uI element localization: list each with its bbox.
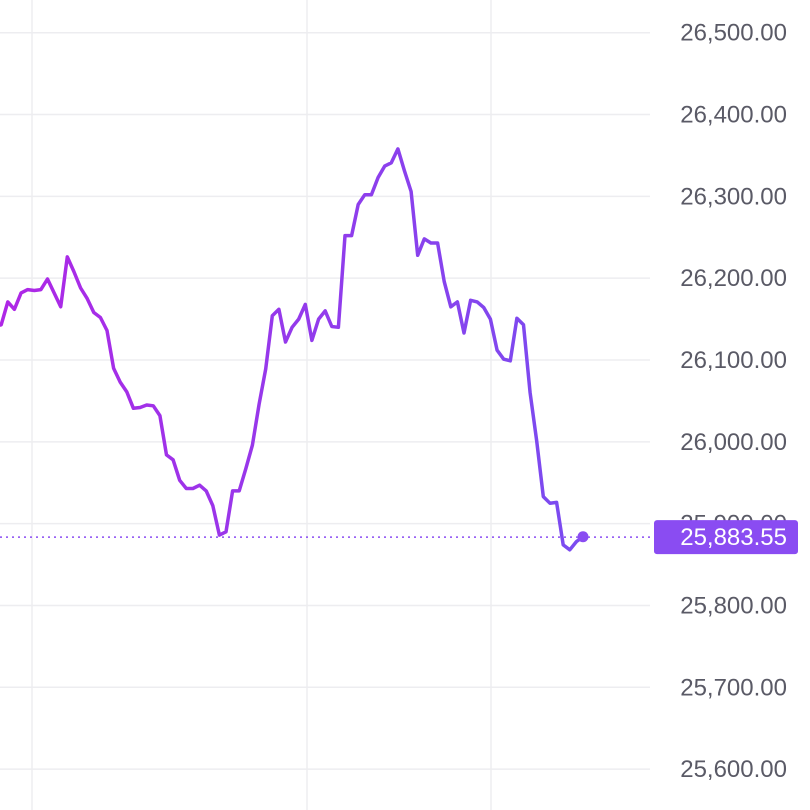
- y-tick-label: 26,100.00: [680, 347, 787, 374]
- y-tick-label: 26,200.00: [680, 265, 787, 292]
- series-line: [0, 147, 585, 552]
- y-tick-label: 26,400.00: [680, 102, 787, 129]
- grid: [0, 0, 650, 810]
- y-tick-label: 25,700.00: [680, 674, 787, 701]
- y-tick-label: 25,800.00: [680, 592, 787, 619]
- y-tick-label: 26,000.00: [680, 429, 787, 456]
- price-tag-box: [654, 520, 798, 555]
- series-layer: [0, 147, 589, 552]
- price-tag-label: 25,883.55: [680, 524, 787, 551]
- y-tick-label: 25,600.00: [680, 756, 787, 783]
- y-axis: 25,600.0025,700.0025,800.0025,900.0026,0…: [680, 20, 787, 783]
- y-tick-label: 26,500.00: [680, 20, 787, 47]
- last-price-marker: [577, 531, 589, 543]
- y-tick-label: 26,300.00: [680, 183, 787, 210]
- last-price-tag: 25,883.55: [654, 520, 798, 555]
